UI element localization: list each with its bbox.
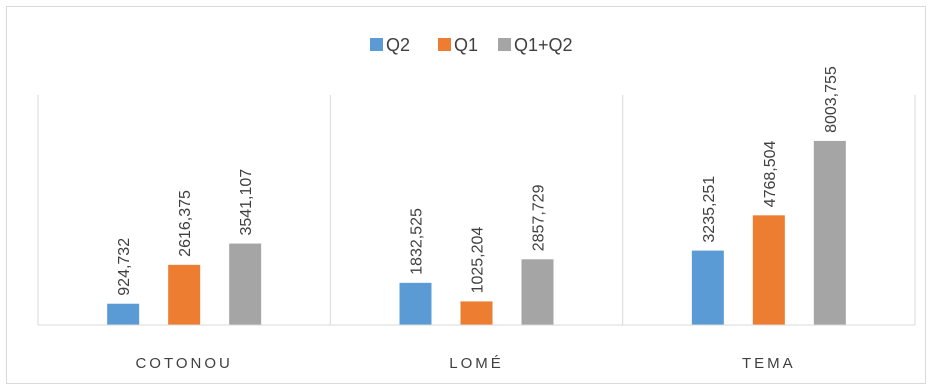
category-label: LOMÉ [449, 355, 504, 372]
legend-label: Q2 [386, 35, 410, 55]
data-labels: 924,732 2616,375 3541,107 1832,525 1025,204 2… [116, 66, 840, 296]
bar-q2-3 [691, 250, 724, 325]
data-label: 2857,729 [531, 184, 548, 251]
legend-swatch [370, 38, 383, 51]
legend-swatch [438, 38, 451, 51]
data-label: 924,732 [116, 238, 133, 296]
legend-label: Q1 [454, 35, 478, 55]
bar-q2-2 [399, 282, 432, 325]
data-label: 2616,375 [177, 190, 194, 257]
category-labels: COTONOU LOMÉ TEMA [135, 355, 796, 372]
bar-q1-plus-q2-3 [813, 140, 846, 325]
legend-swatch [498, 38, 511, 51]
data-label: 1025,204 [470, 227, 487, 294]
legend: Q2 Q1 Q1+Q2 [370, 35, 573, 55]
bars [107, 140, 846, 325]
data-label: 1832,525 [409, 208, 426, 275]
bar-q1-2 [460, 301, 493, 325]
data-label: 3235,251 [701, 176, 718, 243]
category-label: TEMA [742, 355, 796, 372]
category-separators [37, 95, 916, 325]
bar-q2-1 [107, 303, 140, 325]
bar-q1-1 [168, 264, 201, 325]
legend-label: Q1+Q2 [514, 35, 573, 55]
bar-q1-plus-q2-1 [229, 243, 262, 325]
data-label: 3541,107 [238, 169, 255, 236]
category-label: COTONOU [135, 355, 232, 372]
data-label: 4768,504 [762, 140, 779, 207]
bar-q1-plus-q2-2 [521, 259, 554, 325]
data-label: 8003,755 [823, 66, 840, 133]
bar-q1-3 [752, 215, 785, 325]
